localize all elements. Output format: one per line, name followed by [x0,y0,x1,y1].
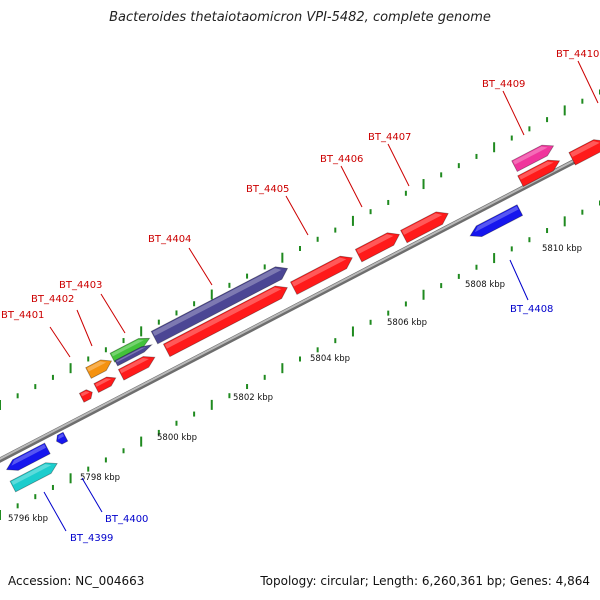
gene-arrow-bt-4404 [150,266,289,345]
gene-arrow-blue-small-body [56,431,69,445]
genome-backbone [0,145,600,461]
gene-arrow-bt-4400 [5,442,51,471]
gene-arrow-purple-small-highlight [116,347,147,363]
gene-label-leader [76,309,93,347]
gene-arrow-bt-4406 [354,232,401,263]
gene-label: BT_4402 [31,294,74,305]
gene-label-leader [285,195,309,236]
gene-arrow-bt-4402 [85,359,113,379]
gene-label: BT_4409 [482,79,525,90]
gene-arrow-bt-4403-highlight [111,339,144,357]
gene-arrow-bt-4403 [109,337,151,363]
gene-arrow-bt-4407 [400,211,449,244]
gene-label: BT_4400 [105,514,148,525]
gene-arrow-bt-4405 [289,255,353,295]
gene-arrow-bt-4409-highlight [513,146,548,165]
gene-arrow-blue-small [56,431,69,445]
gene-label: BT_4404 [148,234,191,245]
gene-arrow-bt-4399-body [9,462,58,493]
gene-arrow-bt-4401-highlight [80,391,90,397]
gene-arrow-bt-4400-body [5,442,51,471]
gene-arrow-bt-4405-body [289,255,353,295]
gene-arrow-bt-4409 [511,144,555,173]
gene-label: BT_4403 [59,280,102,291]
gene-label-leader [81,477,103,513]
accession-text: Accession: NC_004663 [8,574,145,588]
gene-label: BT_4410 [556,49,599,60]
gene-arrow-bt-4405-highlight [291,257,347,287]
gene-label-leader [100,293,126,334]
topology-text: Topology: circular; Length: 6,260,361 bp… [260,574,590,588]
gene-arrow-bt-4401 [78,389,93,403]
gene-label: BT_4405 [246,184,289,195]
gene-arrow-red-highlight [119,357,149,374]
gene-arrow-bt-4399 [9,462,58,493]
scale-label: 5796 kbp [8,514,48,524]
gene-arrow-bt-4404-highlight [152,268,282,336]
gene-arrow-bt-4408 [469,204,524,238]
gene-label-leader [188,247,213,286]
gene-label: BT_4401 [1,310,44,321]
gene-arrow-red-long-highlight [164,287,282,349]
gene-arrow-bt-4408-body [469,204,524,238]
gene-arrow-red-long-body [162,285,288,358]
gene-arrow-bt-4410 [568,139,600,166]
gene-arrow-bt-4403-body [109,337,151,363]
gene-label-leader [577,60,599,104]
gene-arrow-bt-4402-highlight [87,361,107,372]
gene-label: BT_4399 [70,533,113,544]
gene-arrow-bt-4401-b [93,376,117,394]
gene-arrow-bt-4399-highlight [11,464,52,486]
scale-label: 5798 kbp [80,473,120,483]
scale-label: 5810 kbp [542,244,582,254]
gene-arrow-bt-4404-body [150,266,289,345]
gene-label: BT_4408 [510,304,553,315]
gene-arrow-red-body [117,356,156,381]
gene-label-leader [49,326,71,358]
gene-label-leader [509,259,529,301]
scale-label: 5802 kbp [233,393,273,403]
scale-label: 5806 kbp [387,318,427,328]
gene-arrow-bt-4407-highlight [401,213,443,235]
gene-arrow-bt-4409-body [511,144,555,173]
gene-label: BT_4407 [368,132,411,143]
gene-arrow-bt-4410-highlight [570,140,600,158]
gene-arrow-bt-4408-highlight [474,206,519,233]
gene-arrow-bt-4410-body [568,139,600,166]
scale-label: 5804 kbp [310,354,350,364]
gene-label-leader [43,491,67,532]
gene-arrow-purple-small [114,344,153,367]
gene-arrow-blue-small-highlight [57,433,65,440]
gene-arrow-red [117,356,156,381]
gene-arrow-bt-4406-highlight [356,234,394,254]
gene-arrow-bt-4406-body [354,232,401,263]
scale-label: 5800 kbp [157,433,197,443]
gene-label: BT_4406 [320,154,363,165]
gene-label-leader [502,90,525,136]
gene-arrow-red-right-body [517,159,561,188]
gene-arrow-bt-4402-body [85,359,113,379]
gene-arrow-bt-4407-body [400,211,449,244]
gene-arrow-red-right-highlight [519,161,554,180]
gene-arrow-bt-4401-body [78,389,93,403]
gene-label-leader [340,165,363,208]
gene-label-leader [387,143,410,187]
gene-arrow-bt-4400-highlight [11,444,46,466]
page-title: Bacteroides thetaiotaomicron VPI-5482, c… [109,10,491,25]
gene-arrow-bt-4401-b-highlight [95,378,112,387]
gene-arrow-red-long [162,285,288,358]
gene-arrow-bt-4401-b-body [93,376,117,394]
scale-label: 5808 kbp [465,280,505,290]
gene-arrow-purple-small-body [114,344,153,367]
gene-arrow-red-right [517,159,561,188]
